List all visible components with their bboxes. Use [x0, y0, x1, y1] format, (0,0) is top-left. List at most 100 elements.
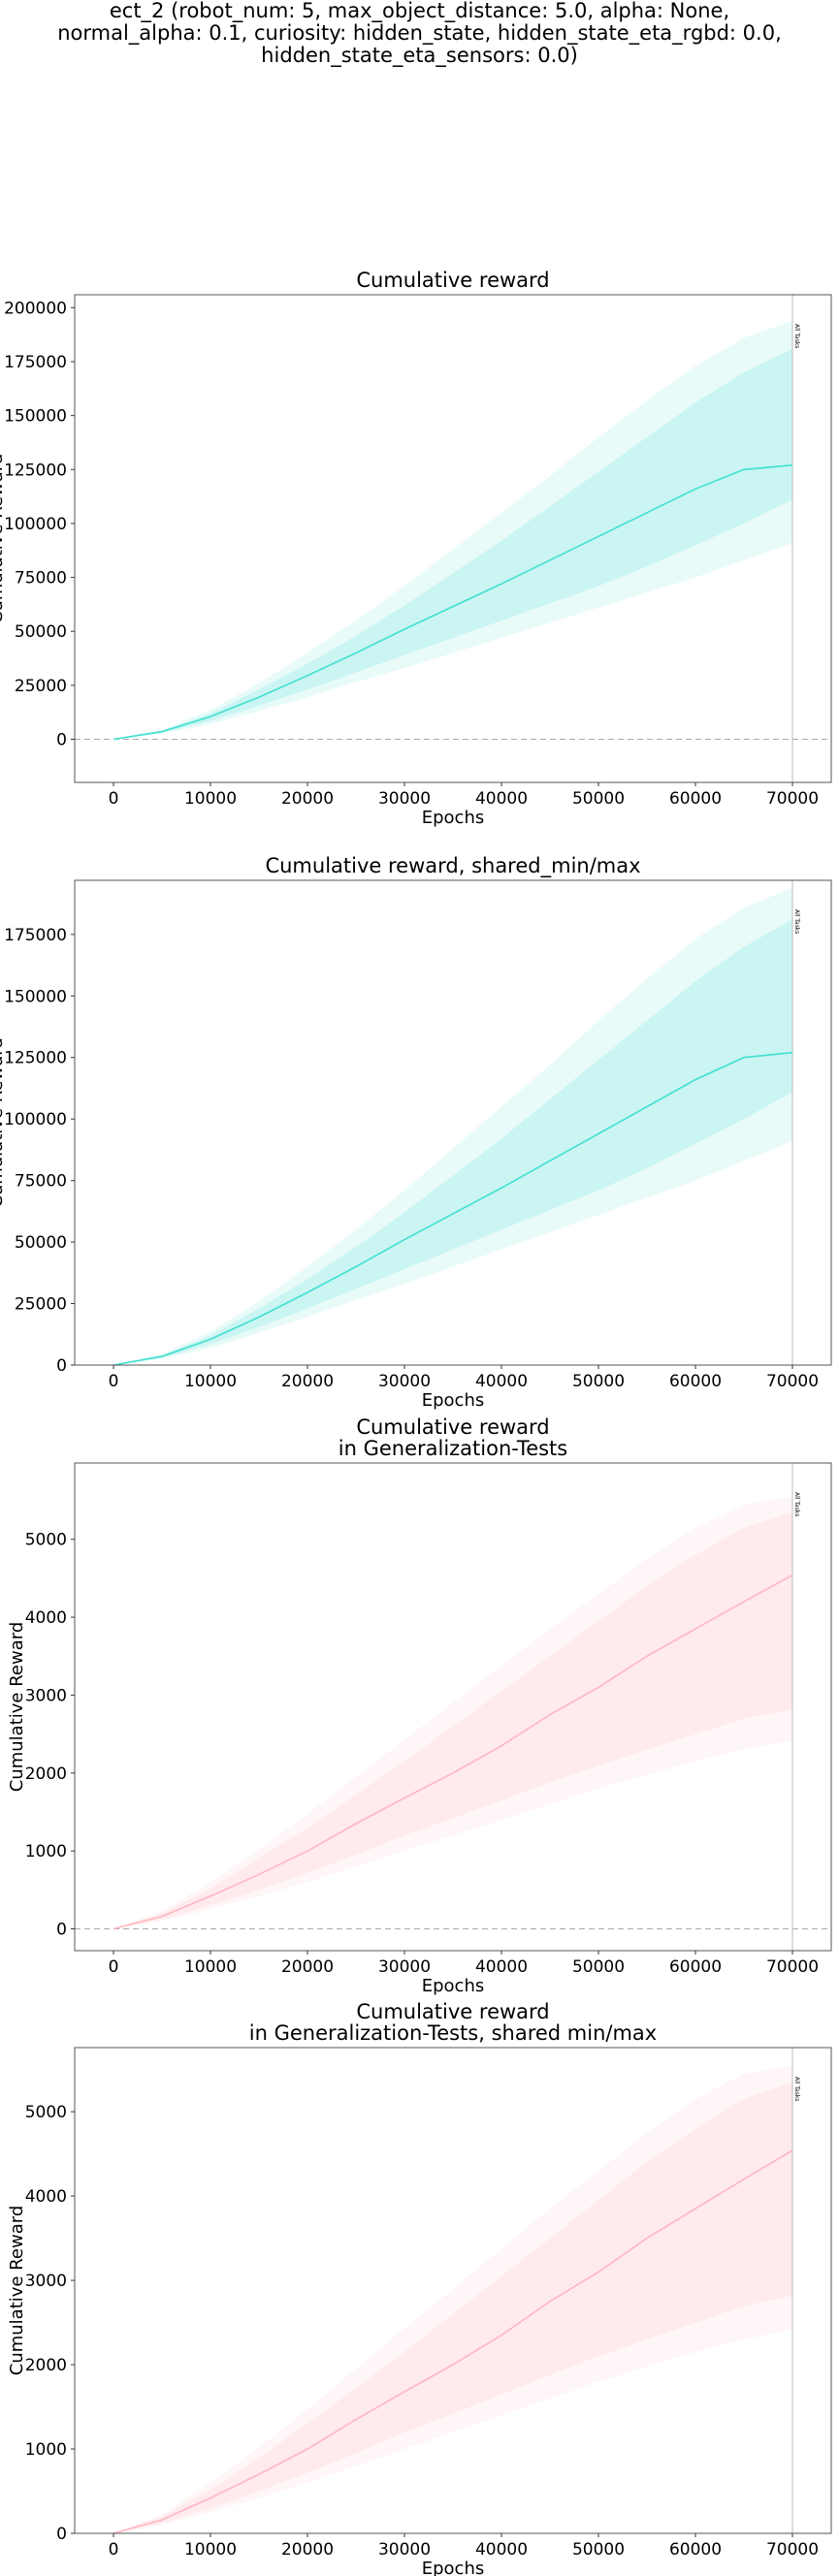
task-label: All Tasks [793, 1492, 800, 1516]
x-tick-label: 70000 [766, 1372, 819, 1391]
chart-title: Cumulative reward, shared_min/max [265, 854, 640, 878]
chart-2: Cumulative reward, shared_min/max All Tas… [0, 854, 832, 1411]
x-tick-label: 20000 [281, 2540, 334, 2560]
inner-band [113, 348, 792, 740]
chart-title: Cumulative reward [356, 269, 549, 292]
y-tick-label: 200000 [4, 299, 67, 318]
plot-area [75, 1463, 831, 1951]
figure-title-line: ect_2 (robot_num: 5, max_object_distance… [109, 0, 730, 22]
mean-line [113, 464, 793, 741]
chart-title: in Generalization-Tests [339, 1437, 567, 1460]
outer-band [113, 320, 792, 740]
y-tick-label: 1000 [25, 2440, 67, 2460]
task-label: All Tasks [793, 324, 800, 348]
y-tick-label: 4000 [25, 1608, 67, 1628]
x-tick-label: 50000 [572, 2540, 625, 2560]
y-tick-label: 75000 [15, 569, 67, 588]
x-tick-label: 50000 [572, 1372, 625, 1391]
x-tick-label: 0 [109, 789, 119, 809]
task-label: All Tasks [793, 909, 800, 934]
x-tick-label: 20000 [281, 1372, 334, 1391]
x-tick-label: 30000 [378, 2540, 431, 2560]
outer-band [113, 2065, 792, 2533]
x-tick-label: 10000 [184, 2540, 237, 2560]
plot-area [113, 880, 793, 1365]
x-axis-label: Epochs [422, 1390, 485, 1411]
x-tick-label: 30000 [378, 1957, 431, 1977]
x-tick-label: 0 [109, 1957, 119, 1977]
figure-title-line: hidden_state_eta_sensors: 0.0) [261, 44, 578, 67]
x-tick-label: 50000 [572, 1957, 625, 1977]
plot-frame [74, 294, 832, 783]
y-tick-label: 4000 [25, 2187, 67, 2207]
plot-frame [74, 2047, 832, 2534]
x-tick-label: 10000 [184, 1372, 237, 1391]
x-tick-label: 60000 [669, 1372, 722, 1391]
chart-1: Cumulative reward All Tasks 0 10000 20000 300… [0, 269, 832, 828]
y-axis-label: Cumulative Reward [7, 2206, 27, 2376]
x-tick-label: 50000 [572, 789, 625, 809]
x-tick-label: 40000 [475, 2540, 528, 2560]
plot-area [75, 295, 831, 782]
outer-band [113, 1496, 792, 1929]
y-tick-label: 0 [56, 1921, 67, 1940]
x-axis-label: Epochs [422, 1976, 485, 1996]
y-tick-label: 0 [56, 730, 67, 749]
x-tick-label: 60000 [669, 2540, 722, 2560]
y-tick-label: 100000 [4, 515, 67, 534]
y-tick-label: 2000 [25, 2356, 67, 2375]
x-tick-label: 30000 [378, 789, 431, 809]
x-tick-label: 40000 [475, 789, 528, 809]
plot-frame [74, 1462, 832, 1952]
plot-area [113, 2048, 793, 2533]
y-tick-label: 2000 [25, 1765, 67, 1784]
x-tick-label: 20000 [281, 1957, 334, 1977]
y-axis-label: Cumulative Reward [0, 454, 7, 624]
x-tick-label: 70000 [766, 789, 819, 809]
y-tick-label: 175000 [4, 353, 67, 372]
outer-band [113, 887, 792, 1365]
x-axis-label: Epochs [422, 808, 485, 828]
y-tick-label: 75000 [15, 1172, 67, 1192]
plot-frame [74, 879, 832, 1366]
task-label: All Tasks [793, 2077, 800, 2101]
x-tick-label: 40000 [475, 1957, 528, 1977]
mean-line [113, 2149, 793, 2533]
figure-title: ect_2 (robot_num: 5, max_object_distance… [0, 0, 839, 67]
x-tick-label: 30000 [378, 1372, 431, 1391]
inner-band [113, 2082, 792, 2533]
y-tick-label: 3000 [25, 2272, 67, 2291]
y-tick-label: 175000 [4, 926, 67, 945]
y-tick-label: 1000 [25, 1842, 67, 1861]
y-tick-label: 25000 [15, 1295, 67, 1315]
mean-line [113, 1051, 793, 1365]
x-tick-label: 70000 [766, 1957, 819, 1977]
y-tick-label: 150000 [4, 987, 67, 1006]
y-axis-label: Cumulative Reward [7, 1622, 27, 1793]
x-tick-label: 60000 [669, 1957, 722, 1977]
x-tick-label: 0 [109, 1372, 119, 1391]
x-tick-label: 60000 [669, 789, 722, 809]
chart-title: Cumulative reward [356, 1415, 549, 1439]
figure-title-line: normal_alpha: 0.1, curiosity: hidden_sta… [57, 21, 782, 45]
chart-title: Cumulative reward [356, 2000, 549, 2023]
y-tick-label: 3000 [25, 1686, 67, 1705]
y-tick-label: 5000 [25, 2103, 67, 2122]
y-tick-label: 125000 [4, 461, 67, 480]
y-tick-label: 0 [56, 2525, 67, 2544]
x-tick-label: 10000 [184, 1957, 237, 1977]
inner-band [113, 1511, 792, 1929]
x-tick-label: 40000 [475, 1372, 528, 1391]
y-tick-label: 50000 [15, 1233, 67, 1253]
x-tick-label: 20000 [281, 789, 334, 809]
y-tick-label: 100000 [4, 1110, 67, 1129]
y-tick-label: 5000 [25, 1531, 67, 1550]
chart-title: in Generalization-Tests, shared min/max [249, 2021, 657, 2045]
x-tick-label: 0 [109, 2540, 119, 2560]
x-tick-label: 70000 [766, 2540, 819, 2560]
y-tick-label: 125000 [4, 1049, 67, 1068]
y-tick-label: 0 [56, 1356, 67, 1376]
y-tick-label: 150000 [4, 407, 67, 427]
